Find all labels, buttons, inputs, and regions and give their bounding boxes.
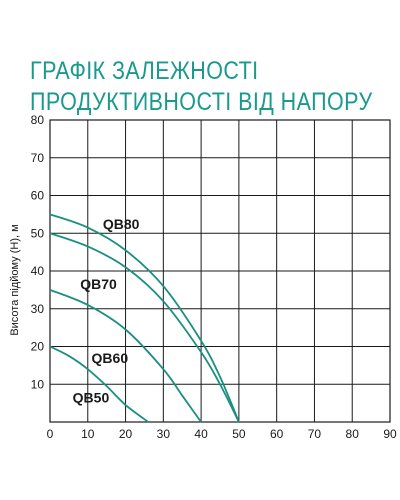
y-tick-label: 10 [31, 377, 45, 391]
x-tick-label: 60 [270, 427, 284, 441]
series-label-qb60: QB60 [92, 350, 129, 366]
x-tick-label: 10 [81, 427, 95, 441]
x-tick-label: 50 [232, 427, 246, 441]
x-tick-label: 20 [119, 427, 133, 441]
y-tick-label: 70 [31, 151, 45, 165]
chart-title-line-1: ГРАФІК ЗАЛЕЖНОСТІ [30, 57, 259, 85]
x-tick-label: 30 [157, 427, 171, 441]
y-tick-label: 60 [31, 189, 45, 203]
plot-border [49, 119, 391, 423]
y-tick-label: 30 [31, 302, 45, 316]
y-tick-label: 20 [31, 340, 45, 354]
y-tick-label: 80 [31, 113, 45, 127]
x-tick-label: 70 [308, 427, 322, 441]
series-line-qb50 [49, 345, 149, 423]
series-label-qb70: QB70 [80, 276, 117, 292]
y-tick-label: 50 [31, 226, 45, 240]
chart-ticks: 0 10 20 30 40 50 60 70 80 90 10 20 30 40 50 60 70 80 [31, 113, 397, 441]
y-axis-label: Висота підйому (Н), м [9, 224, 21, 335]
series-line-qb70 [49, 232, 240, 423]
series-label-qb80: QB80 [103, 216, 140, 232]
chart-series-labels: QB80 QB70 QB60 QB50 [73, 216, 140, 406]
chart-title-line-2: ПРОДУКТИВНОСТІ ВІД НАПОРУ [30, 88, 373, 116]
chart-series [49, 213, 240, 423]
x-tick-label: 80 [346, 427, 360, 441]
y-tick-label: 40 [31, 264, 45, 278]
chart-title: ГРАФІК ЗАЛЕЖНОСТІ ПРОДУКТИВНОСТІ ВІД НАП… [30, 56, 373, 118]
series-label-qb50: QB50 [73, 389, 110, 405]
x-tick-label: 90 [383, 427, 397, 441]
series-line-qb80 [49, 213, 240, 423]
series-line-qb60 [49, 289, 202, 423]
x-tick-label: 0 [47, 427, 54, 441]
x-tick-label: 40 [194, 427, 208, 441]
